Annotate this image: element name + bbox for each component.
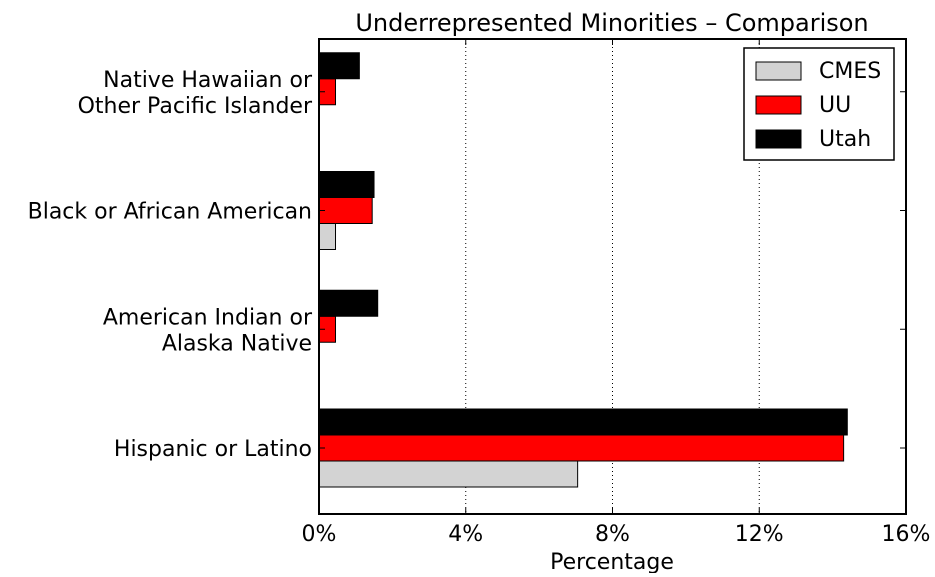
y-tick-label: Native Hawaiian or — [103, 68, 313, 93]
y-tick-label: Other Pacific Islander — [78, 94, 313, 119]
x-tick-label: 16% — [882, 522, 931, 547]
chart-title: Underrepresented Minorities – Comparison — [355, 9, 868, 37]
y-tick-label: Hispanic or Latino — [114, 437, 312, 462]
ticks — [318, 39, 907, 514]
x-tick-labels: 0% 4% 8% 12% 16% — [302, 522, 931, 547]
legend-label: Utah — [819, 127, 871, 152]
legend-swatch — [755, 95, 802, 115]
x-tick-label: 8% — [595, 522, 630, 547]
x-tick-label: 12% — [735, 522, 784, 547]
x-tick-label: 4% — [448, 522, 483, 547]
legend-label: UU — [819, 93, 851, 118]
x-axis-label: Percentage — [550, 550, 674, 573]
x-tick-label: 0% — [302, 522, 337, 547]
legend-label: CMES — [819, 59, 881, 84]
y-tick-labels: Hispanic or Latino American Indian orAlas… — [28, 68, 313, 462]
legend-swatch — [755, 61, 802, 81]
legend: CMES UU Utah — [743, 47, 895, 161]
bar-utah — [318, 408, 848, 436]
y-tick-label: Black or African American — [28, 200, 312, 225]
bar-uu — [318, 434, 845, 462]
y-tick-label: American Indian or — [103, 305, 313, 330]
legend-swatch — [755, 129, 802, 149]
bars — [318, 52, 848, 488]
y-tick-label: Alaska Native — [162, 331, 312, 356]
bar-utah — [318, 52, 360, 80]
bar-utah — [318, 289, 379, 317]
bar-cmes — [318, 223, 337, 250]
bar-cmes — [318, 460, 579, 488]
bar-uu — [318, 197, 373, 224]
bar-utah — [318, 171, 375, 198]
